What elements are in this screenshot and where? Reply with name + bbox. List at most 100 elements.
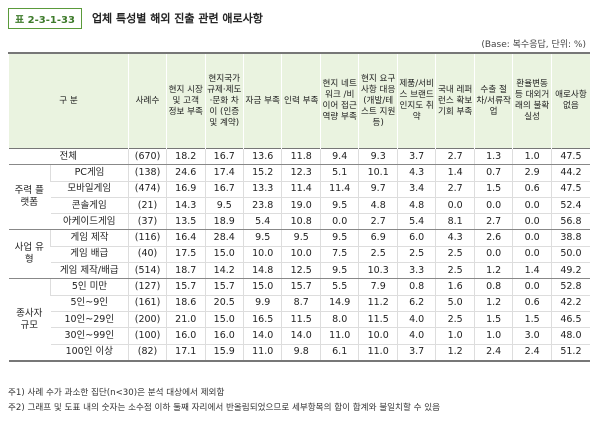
cell: 7.9 [358,278,398,296]
cell: 11.0 [358,344,398,362]
cell: 9.3 [358,148,398,166]
cell: 38.8 [550,229,590,247]
data-row: 모바일게임 (474) 16.9 16.7 13.3 11.4 11.4 9.7 3.4 2.7 1… [9,181,590,198]
case-count: (514) [128,262,167,280]
column-header: 제품/서비스 브랜드 인지도 취약 [396,53,436,149]
column-header: 현지 시장 및 고객 정보 부족 [166,53,205,149]
cell: 14.9 [319,295,359,312]
cell: 2.5 [435,311,475,329]
cell: 48.0 [550,327,590,345]
cell: 2.7 [435,148,475,166]
cell: 1.2 [435,344,475,362]
column-header: 현지 네트워크 /비이어 접근 역량 부족 [319,53,359,149]
cell: 2.4 [512,344,552,362]
group-label: 사업 유형 [8,229,51,280]
cell: 21.0 [166,311,205,329]
cell: 2.7 [358,213,398,231]
cell: 10.1 [358,164,398,182]
cell: 14.8 [242,262,282,280]
cell: 15.0 [204,246,244,264]
cell: 2.6 [473,229,513,247]
data-row: 100인 이상 (82) 17.1 15.9 11.0 9.8 6.1 11.0 3.7 1.2 2… [9,344,590,362]
base-note: (Base: 복수응답, 단위: %) [481,40,586,50]
column-header: 애로사항 없음 [550,53,590,149]
case-count: (161) [128,295,167,312]
row-label: 게임 배급 [50,246,129,264]
note: 주1) 사례 수가 과소한 집단(n<30)은 분석 대상에서 제외함 [8,388,225,398]
row-label: 10인~29인 [50,311,129,329]
cell: 2.5 [435,262,475,280]
column-header: 환율변동 등 대외거래의 불확실성 [512,53,552,149]
cell: 24.6 [166,164,205,182]
cell: 5.4 [396,213,436,231]
cell: 20.5 [204,295,244,312]
cell: 10.3 [358,262,398,280]
cell: 2.5 [358,246,398,264]
cell: 13.6 [242,148,282,166]
cell: 28.4 [204,229,244,247]
cell: 52.8 [550,278,590,296]
case-count: (21) [128,197,167,215]
group-label: 주력 플랫폼 [8,164,51,231]
data-row: 콘솔게임 (21) 14.3 9.5 23.8 19.0 9.5 4.8 4.8 0.0 0.0 0.… [9,197,590,215]
column-header: 국내 레퍼런스 확보 기회 부족 [435,53,475,149]
cell: 3.7 [396,344,436,362]
table-label: 표 2-3-1-33 [8,7,82,29]
cell: 42.2 [550,295,590,312]
cell: 50.0 [550,246,590,264]
cell: 6.0 [396,229,436,247]
cell: 0.8 [396,278,436,296]
row-label: 아케이드게임 [50,213,129,231]
cell: 0.0 [512,229,552,247]
cell: 9.5 [204,197,244,215]
cell: 15.7 [166,278,205,296]
data-row: 종사자 규모 5인 미만 (127) 15.7 15.7 15.0 15.7 5.5 7.9 0.… [8,278,590,362]
cell: 1.2 [473,262,513,280]
cell: 16.0 [166,327,205,345]
cell: 2.7 [473,213,513,231]
cell: 6.2 [396,295,436,312]
cell: 17.5 [166,246,205,264]
cell: 2.5 [396,246,436,264]
cell: 1.0 [512,148,552,166]
cell: 13.5 [166,213,205,231]
cell: 10.8 [281,213,321,231]
cell: 14.2 [204,262,244,280]
notes: 주1) 사례 수가 과소한 집단(n<30)은 분석 대상에서 제외함 주2) 그… [8,386,440,416]
cell: 1.5 [473,311,513,329]
cell: 10.0 [242,246,282,264]
cell: 9.7 [358,181,398,198]
column-header: 자금 부족 [242,53,282,149]
cell: 16.9 [166,181,205,198]
cell: 2.5 [435,246,475,264]
cell: 11.8 [281,148,321,166]
cell: 1.6 [435,278,475,296]
cell: 8.7 [281,295,321,312]
cell: 9.5 [242,229,282,247]
cell: 15.0 [242,278,282,296]
data-row: 5인~9인 (161) 18.6 20.5 9.9 8.7 14.9 11.2 6.2 5.0 1.… [9,295,590,312]
cell: 4.3 [396,164,436,182]
case-count: (82) [128,344,167,362]
cell: 0.8 [473,278,513,296]
row-label: 5인 미만 [49,278,129,296]
cell: 5.5 [319,278,359,296]
cell: 15.7 [281,278,321,296]
row-label: 5인~9인 [50,295,129,312]
cell: 15.0 [204,311,244,329]
cell: 9.5 [319,229,359,247]
column-header: 현지국가 규제·제도·문화 차이 (인증 및 계약) [204,53,244,149]
cell: 11.5 [281,311,321,329]
cell: 2.7 [435,181,475,198]
cell: 11.5 [358,311,398,329]
cell: 2.9 [512,164,552,182]
cell: 8.0 [319,311,359,329]
case-count: (127) [128,278,167,296]
cell: 3.4 [396,181,436,198]
cell: 10.0 [281,246,321,264]
cell: 13.3 [242,181,282,198]
cell: 1.4 [512,262,552,280]
column-header: 수출 절차/서류작업 [473,53,513,149]
cell: 1.2 [473,295,513,312]
cell: 52.4 [550,197,590,215]
